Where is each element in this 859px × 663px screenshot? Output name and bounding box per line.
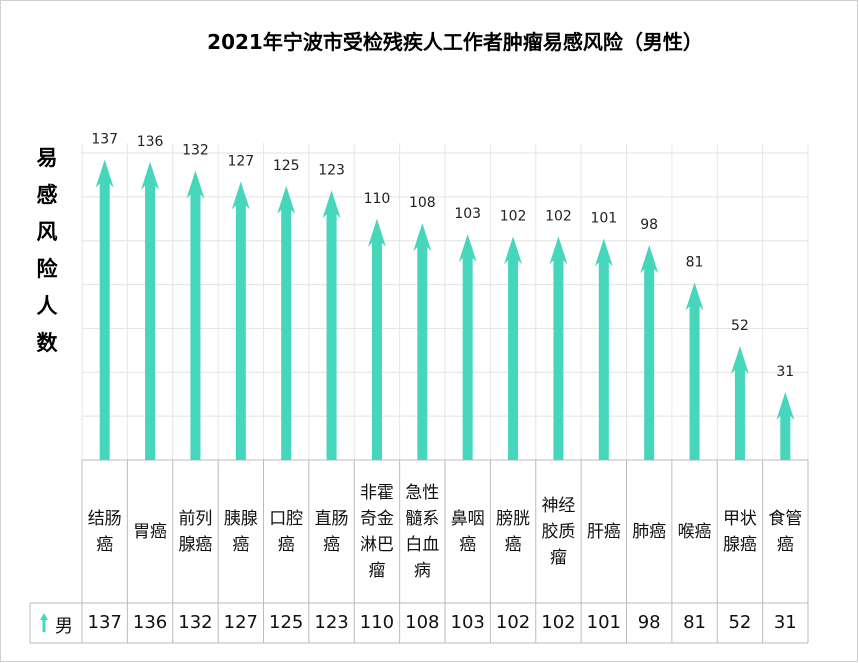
arrow-bar xyxy=(141,161,160,460)
value-label: 125 xyxy=(273,158,300,174)
value-label: 127 xyxy=(227,154,254,170)
arrow-bar xyxy=(186,170,205,461)
category-label: 神经胶质瘤 xyxy=(541,495,576,568)
category-label: 胰腺癌 xyxy=(223,508,258,555)
table-value: 102 xyxy=(541,612,576,633)
arrow-bar xyxy=(640,245,659,460)
value-label: 98 xyxy=(640,217,658,233)
chart-title: 2021年宁波市受检残疾人工作者肿瘤易感风险（男性） xyxy=(207,30,703,54)
category-label: 胃癌 xyxy=(133,521,168,542)
category-label: 肺癌 xyxy=(632,521,667,542)
category-label: 结肠癌 xyxy=(87,508,122,555)
table-value: 102 xyxy=(495,612,531,633)
arrow-bar xyxy=(504,236,523,460)
arrow-bar xyxy=(367,218,386,460)
table-value: 31 xyxy=(773,612,797,633)
value-label: 136 xyxy=(137,134,164,150)
table-value: 125 xyxy=(269,612,304,633)
value-label: 101 xyxy=(590,211,617,227)
category-label: 食管癌 xyxy=(768,508,803,555)
table-value: 103 xyxy=(450,612,485,633)
table-value: 110 xyxy=(359,612,395,633)
y-axis-label: 易感风险人数 xyxy=(36,146,58,355)
arrow-bar xyxy=(95,159,114,461)
value-label: 132 xyxy=(182,143,209,159)
value-label: 81 xyxy=(686,254,704,270)
legend-label: 男 xyxy=(55,616,73,637)
value-label: 102 xyxy=(500,208,527,224)
category-label: 肝癌 xyxy=(586,521,621,542)
value-label: 52 xyxy=(731,318,749,334)
table-value: 98 xyxy=(637,612,661,633)
arrow-bar xyxy=(685,282,704,460)
arrow-bar xyxy=(549,236,568,460)
arrow-bar xyxy=(231,181,250,460)
arrow-bar xyxy=(776,392,795,460)
table-value: 101 xyxy=(586,612,621,633)
category-label: 甲状腺癌 xyxy=(722,508,757,555)
category-label: 膀胱癌 xyxy=(496,508,531,555)
table-value: 52 xyxy=(728,612,752,633)
value-label: 137 xyxy=(91,132,118,148)
table-value: 123 xyxy=(314,612,349,633)
legend-icon xyxy=(40,613,48,632)
table-value: 81 xyxy=(683,612,707,633)
value-label: 103 xyxy=(454,206,481,222)
arrow-bar xyxy=(730,345,749,460)
value-label: 123 xyxy=(318,162,345,178)
arrow-bar xyxy=(277,185,296,460)
table-value: 137 xyxy=(87,612,122,633)
arrow-bar xyxy=(594,238,613,460)
arrow-bar xyxy=(458,234,477,460)
table-value: 136 xyxy=(132,612,168,633)
arrow-bar xyxy=(413,223,432,460)
arrow-bar xyxy=(322,190,341,460)
category-label: 鼻咽癌 xyxy=(450,508,485,555)
value-label: 102 xyxy=(545,208,572,224)
value-label: 110 xyxy=(364,191,391,207)
category-label: 急性髓系白血病 xyxy=(405,482,440,581)
category-label: 口腔癌 xyxy=(269,508,304,555)
value-label: 31 xyxy=(776,364,794,380)
category-label: 喉癌 xyxy=(677,521,712,542)
table-value: 108 xyxy=(405,612,440,633)
table-value: 132 xyxy=(178,612,213,633)
table-value: 127 xyxy=(223,612,258,633)
category-label: 直肠癌 xyxy=(314,508,349,555)
category-label: 前列腺癌 xyxy=(178,508,213,555)
category-label: 非霍奇金淋巴瘤 xyxy=(359,482,394,581)
value-label: 108 xyxy=(409,195,436,211)
